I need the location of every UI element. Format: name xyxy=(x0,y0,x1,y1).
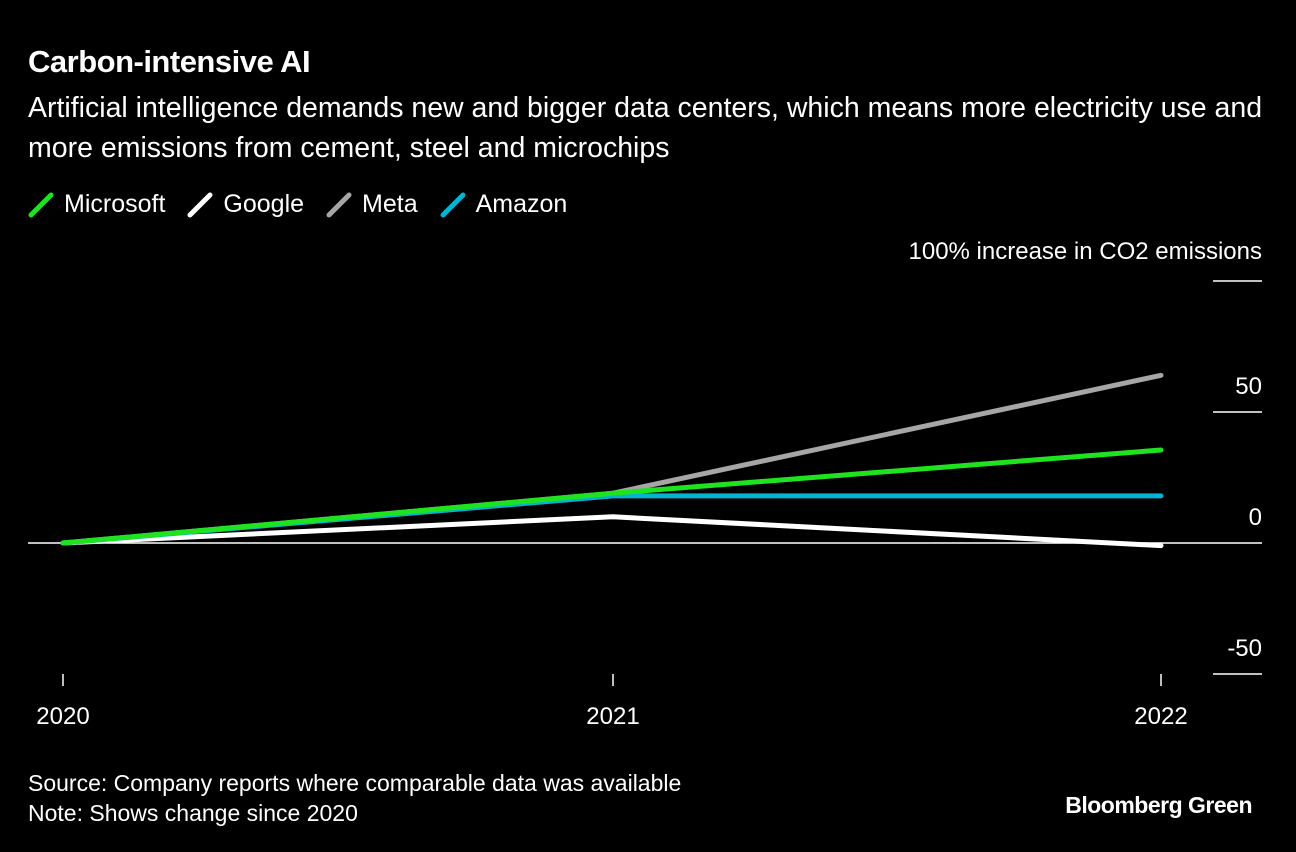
x-tick-label: 2020 xyxy=(36,703,89,730)
x-tick-label: 2021 xyxy=(586,703,639,730)
x-tick-label: 2022 xyxy=(1134,703,1187,730)
footer: Source: Company reports where comparable… xyxy=(28,768,681,828)
y-axis-label: 100% increase in CO2 emissions xyxy=(908,238,1263,265)
y-tick-label: -50 xyxy=(1227,635,1262,662)
chart-title: Carbon-intensive AI xyxy=(28,44,311,79)
brand-logo: Bloomberg Green xyxy=(1065,792,1252,818)
series-line-google xyxy=(60,514,1164,549)
legend-label: Amazon xyxy=(475,190,568,218)
legend-item-amazon: Amazon xyxy=(440,190,568,219)
chart-subtitle: Artificial intelligence demands new and … xyxy=(28,92,1263,164)
note-text: Note: Shows change since 2020 xyxy=(28,800,358,826)
legend-swatch-icon xyxy=(28,192,54,217)
y-tick-label: 0 xyxy=(1249,504,1262,531)
legend-swatch-icon xyxy=(326,192,352,217)
series-line-microsoft xyxy=(60,447,1164,546)
source-text: Source: Company reports where comparable… xyxy=(28,770,682,796)
legend-label: Meta xyxy=(362,190,418,218)
legend-label: Google xyxy=(223,190,305,218)
legend-item-microsoft: Microsoft xyxy=(28,190,165,219)
legend-item-meta: Meta xyxy=(326,190,418,219)
legend-swatch-icon xyxy=(187,192,213,217)
y-tick-label: 50 xyxy=(1235,373,1262,400)
legend: Microsoft Google Meta Amazon xyxy=(28,190,567,219)
legend-swatch-icon xyxy=(440,192,466,217)
legend-label: Microsoft xyxy=(64,190,166,218)
legend-item-google: Google xyxy=(187,190,304,219)
